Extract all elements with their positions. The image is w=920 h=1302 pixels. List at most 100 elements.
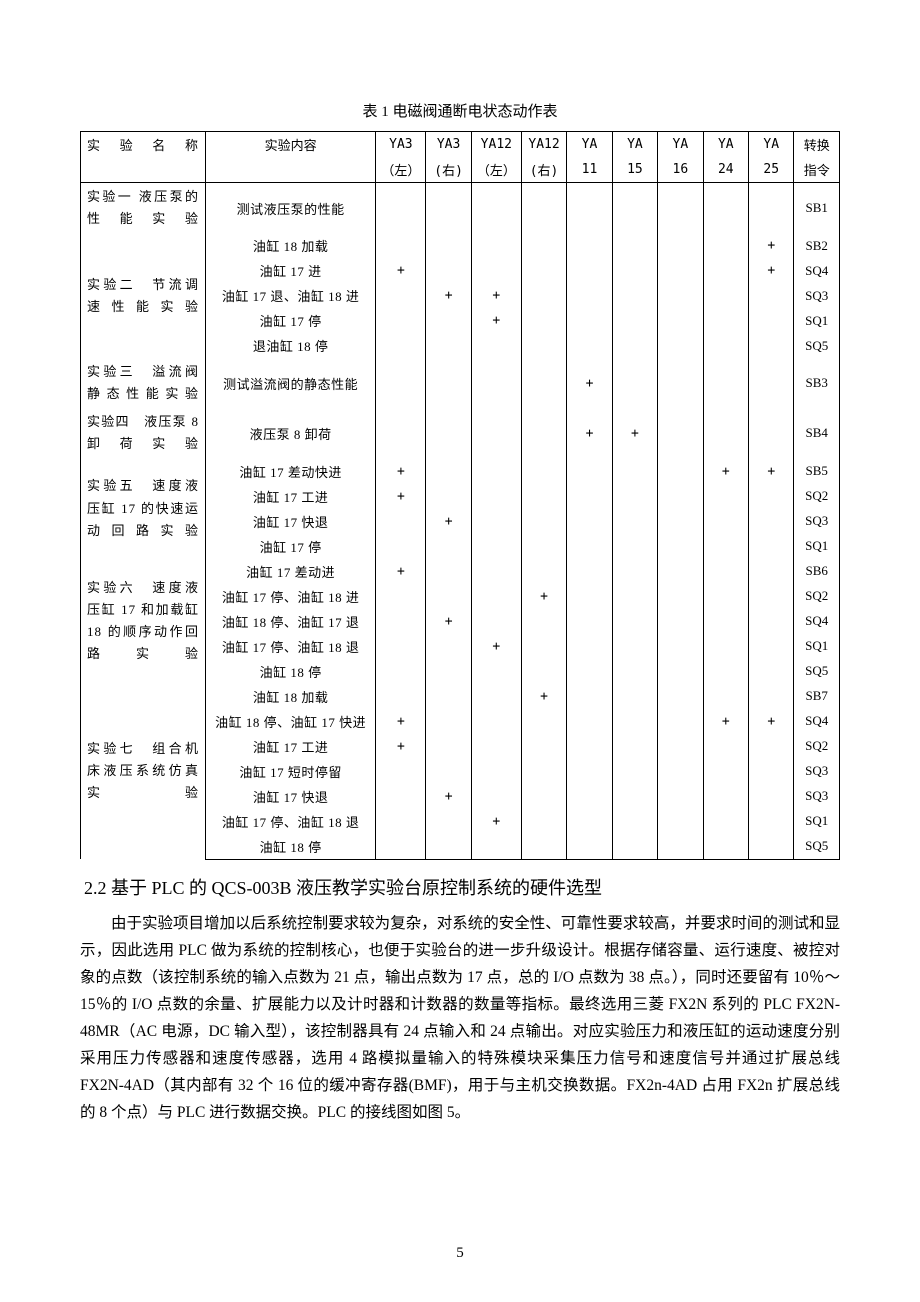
valve-state — [521, 809, 566, 834]
valve-state — [471, 834, 521, 860]
valve-state — [521, 484, 566, 509]
valve-state — [376, 233, 426, 258]
experiment-content: 油缸 17 停、油缸 18 进 — [205, 584, 375, 609]
table-row: 实验五 速度液压缸 17 的快速运动回路实验油缸 17 差动快进+++SB5 — [81, 459, 840, 484]
table-header: 转换 — [794, 132, 840, 158]
table-header-sub: 25 — [749, 157, 794, 183]
valve-state — [567, 734, 612, 759]
valve-state — [426, 333, 471, 358]
valve-state — [567, 258, 612, 283]
experiment-content: 油缸 17 快退 — [205, 509, 375, 534]
valve-state — [567, 609, 612, 634]
valve-state — [703, 584, 748, 609]
conversion-command: SQ5 — [794, 834, 840, 860]
valve-state — [749, 734, 794, 759]
valve-state — [471, 258, 521, 283]
valve-state — [521, 333, 566, 358]
valve-state — [376, 509, 426, 534]
valve-state — [749, 183, 794, 234]
valve-state — [749, 809, 794, 834]
valve-state — [471, 534, 521, 559]
conversion-command: SQ1 — [794, 634, 840, 659]
valve-state — [658, 584, 703, 609]
valve-state: + — [749, 258, 794, 283]
valve-state — [749, 308, 794, 333]
table-header-sub: 24 — [703, 157, 748, 183]
valve-state — [658, 609, 703, 634]
valve-state — [612, 358, 657, 408]
valve-state — [658, 559, 703, 584]
page-number: 5 — [0, 1245, 920, 1262]
valve-state — [658, 784, 703, 809]
valve-state — [703, 333, 748, 358]
valve-state — [567, 308, 612, 333]
valve-state: + — [703, 459, 748, 484]
valve-state — [471, 333, 521, 358]
valve-state — [471, 659, 521, 684]
valve-state — [426, 459, 471, 484]
valve-state — [521, 634, 566, 659]
table-header-sub: 11 — [567, 157, 612, 183]
valve-state — [567, 559, 612, 584]
valve-state: + — [612, 408, 657, 458]
valve-state — [521, 283, 566, 308]
experiment-content: 油缸 18 停、油缸 17 快进 — [205, 709, 375, 734]
conversion-command: SQ5 — [794, 659, 840, 684]
valve-state — [703, 509, 748, 534]
table-header: YA — [749, 132, 794, 158]
valve-state — [612, 333, 657, 358]
conversion-command: SB6 — [794, 559, 840, 584]
valve-state — [658, 233, 703, 258]
conversion-command: SQ1 — [794, 534, 840, 559]
valve-state: + — [376, 258, 426, 283]
valve-state — [426, 308, 471, 333]
valve-state — [567, 333, 612, 358]
valve-state: + — [567, 358, 612, 408]
valve-state — [658, 183, 703, 234]
valve-state: + — [471, 809, 521, 834]
valve-state: + — [749, 709, 794, 734]
experiment-content: 油缸 18 停 — [205, 659, 375, 684]
valve-action-table: 实验名称实验内容YA3YA3YA12YA12YAYAYAYAYA转换（左）(右)… — [80, 131, 840, 860]
valve-state — [426, 834, 471, 860]
valve-state — [703, 734, 748, 759]
valve-state — [567, 283, 612, 308]
valve-state — [376, 634, 426, 659]
valve-state — [567, 634, 612, 659]
valve-state — [612, 233, 657, 258]
valve-state — [521, 183, 566, 234]
valve-state — [612, 659, 657, 684]
valve-state — [426, 634, 471, 659]
valve-state — [658, 734, 703, 759]
table-header: YA12 — [471, 132, 521, 158]
experiment-content: 油缸 17 停 — [205, 534, 375, 559]
valve-state — [376, 283, 426, 308]
valve-state — [567, 233, 612, 258]
valve-state — [703, 809, 748, 834]
experiment-content: 退油缸 18 停 — [205, 333, 375, 358]
experiment-content: 油缸 17 停 — [205, 308, 375, 333]
valve-state — [471, 509, 521, 534]
valve-state — [703, 183, 748, 234]
valve-state — [612, 258, 657, 283]
valve-state — [749, 333, 794, 358]
table-header-sub: (右) — [521, 157, 566, 183]
experiment-content: 油缸 17 停、油缸 18 退 — [205, 809, 375, 834]
experiment-content: 油缸 17 进 — [205, 258, 375, 283]
valve-state — [749, 834, 794, 860]
conversion-command: SQ4 — [794, 709, 840, 734]
valve-state — [612, 634, 657, 659]
valve-state — [703, 358, 748, 408]
valve-state — [376, 584, 426, 609]
valve-state: + — [376, 734, 426, 759]
valve-state — [612, 183, 657, 234]
table-header-sub — [205, 157, 375, 183]
valve-state: + — [426, 509, 471, 534]
valve-state — [567, 709, 612, 734]
conversion-command: SQ2 — [794, 734, 840, 759]
valve-state — [703, 258, 748, 283]
valve-state — [521, 258, 566, 283]
experiment-content: 测试溢流阀的静态性能 — [205, 358, 375, 408]
valve-state — [376, 659, 426, 684]
experiment-content: 测试液压泵的性能 — [205, 183, 375, 234]
